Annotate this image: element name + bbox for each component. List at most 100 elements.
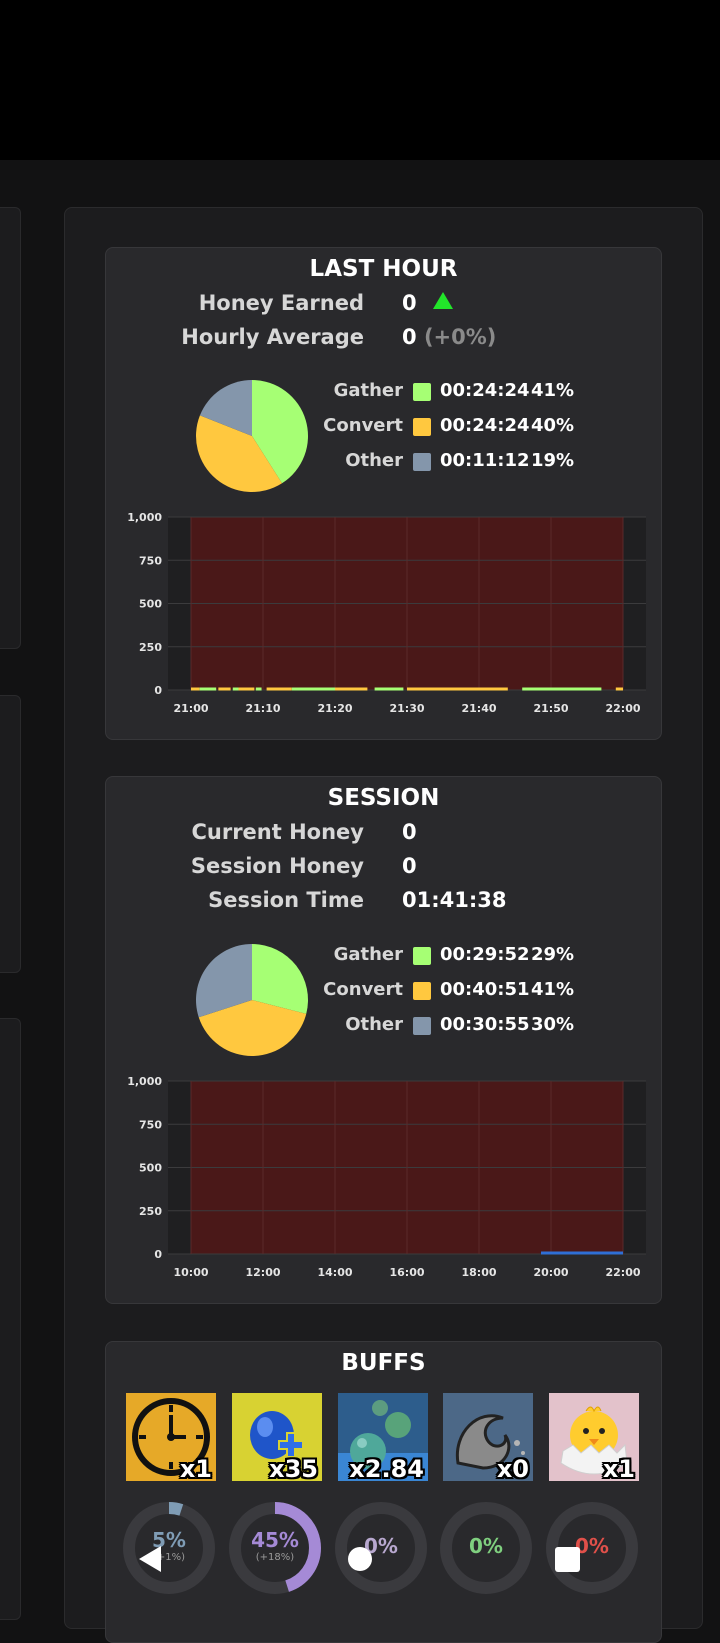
pie-slice-convert [196, 415, 283, 492]
buff-percent-ring: 5% (+1%) [121, 1500, 217, 1596]
session-panel: SESSION Current Honey 0 Session Honey 0 … [105, 776, 662, 1304]
buff-multiplier: x35 [269, 1455, 318, 1481]
chick-icon[interactable]: x1 [549, 1393, 639, 1481]
honey-earned-number: 0 [402, 291, 417, 315]
buff-percent-ring: 0% [438, 1500, 534, 1596]
legend-percent: 41% [531, 380, 575, 401]
buff-percent-ring: 0% [544, 1500, 640, 1596]
legend-percent: 19% [531, 450, 575, 471]
ring-percent: 0% [469, 1534, 503, 1558]
y-tick-label: 500 [139, 598, 162, 611]
legend-swatch [413, 1017, 431, 1035]
buff-percent-ring: 0% [333, 1500, 429, 1596]
honey-earned-value: 0 [402, 291, 453, 315]
legend-row-other: Other 00:11:12 19% [106, 450, 661, 476]
x-tick-label: 22:00 [605, 1266, 640, 1279]
ring-track [440, 1502, 532, 1594]
last-hour-panel: LAST HOUR Honey Earned 0 Hourly Average … [105, 247, 662, 740]
ring-percent: 45% [251, 1528, 299, 1552]
x-tick-label: 10:00 [173, 1266, 208, 1279]
legend-time: 00:29:52 [440, 944, 530, 965]
buff-multiplier: x1 [179, 1455, 212, 1481]
legend-time: 00:24:24 [440, 415, 530, 436]
buff-multiplier: x2.84 [349, 1455, 424, 1481]
x-tick-label: 21:40 [461, 702, 496, 715]
y-tick-label: 500 [139, 1162, 162, 1175]
panel-title: LAST HOUR [309, 256, 458, 282]
legend-row-gather: Gather 00:24:24 41% [106, 380, 661, 406]
legend-time: 00:40:51 [440, 979, 530, 1000]
ring-change: (+18%) [255, 1552, 295, 1563]
hourly-average-number: 0 [402, 325, 417, 349]
legend-swatch [413, 982, 431, 1000]
legend-row-convert: Convert 00:24:24 40% [106, 415, 661, 441]
x-tick-label: 18:00 [461, 1266, 496, 1279]
legend-swatch [413, 947, 431, 965]
x-tick-label: 16:00 [389, 1266, 424, 1279]
x-tick-label: 21:50 [533, 702, 568, 715]
hourly-average-label: Hourly Average [181, 325, 364, 349]
honey-earned-label: Honey Earned [198, 291, 364, 315]
y-tick-label: 250 [139, 1205, 162, 1218]
x-tick-label: 22:00 [605, 702, 640, 715]
blue-boost-icon[interactable]: x35 [232, 1393, 322, 1481]
legend-label: Convert [323, 979, 403, 1000]
legend-percent: 41% [531, 979, 575, 1000]
legend-label: Gather [333, 944, 403, 965]
back-button[interactable] [136, 1544, 164, 1574]
x-tick-label: 14:00 [317, 1266, 352, 1279]
side-panel-2[interactable] [0, 695, 21, 973]
bubble-icon[interactable]: x2.84 [338, 1393, 428, 1481]
legend-time: 00:24:24 [440, 380, 530, 401]
side-panel-3[interactable] [0, 1018, 21, 1620]
session-honey-label: Session Honey [190, 854, 364, 878]
legend-label: Convert [323, 415, 403, 436]
x-tick-label: 20:00 [533, 1266, 568, 1279]
status-bar-area [0, 0, 720, 160]
buff-multiplier: x0 [496, 1455, 529, 1481]
session-time-value: 01:41:38 [402, 888, 507, 912]
pie-slice-convert [198, 1000, 307, 1056]
pie-slice-other [196, 944, 252, 1018]
ring-track [546, 1502, 638, 1594]
current-honey-value: 0 [402, 820, 417, 844]
x-tick-label: 21:20 [317, 702, 352, 715]
wave-icon[interactable]: x0 [443, 1393, 533, 1481]
legend-row-convert: Convert 00:40:51 41% [106, 979, 661, 1005]
panel-title: SESSION [327, 785, 440, 811]
pie-slice-gather [252, 380, 308, 484]
home-button[interactable] [347, 1546, 373, 1572]
session-honey-value: 0 [402, 854, 417, 878]
session-time-label: Session Time [208, 888, 364, 912]
legend-percent: 40% [531, 415, 575, 436]
pie-slice-other [199, 380, 252, 436]
current-honey-label: Current Honey [191, 820, 364, 844]
legend-row-other: Other 00:30:55 30% [106, 1014, 661, 1040]
legend-label: Other [345, 450, 403, 471]
y-tick-label: 1,000 [127, 1075, 162, 1088]
honey-chart: 0 250 500 750 1,000 10:00 12:00 14:00 16:00 18:00… [127, 1075, 646, 1279]
y-tick-label: 750 [139, 554, 162, 567]
x-tick-label: 21:30 [389, 702, 424, 715]
ring-track [335, 1502, 427, 1594]
clock-icon[interactable]: x1 [126, 1393, 216, 1481]
ring-fill [123, 1502, 215, 1594]
y-tick-label: 750 [139, 1118, 162, 1131]
side-panel-1[interactable] [0, 207, 21, 649]
ring-percent: 0% [575, 1534, 609, 1558]
legend-time: 00:30:55 [440, 1014, 530, 1035]
y-tick-label: 250 [139, 641, 162, 654]
honey-chart: 0 250 500 750 1,000 21:00 21:10 21:20 21:30 21:40… [127, 511, 646, 715]
time-breakdown-pie [196, 380, 308, 492]
recents-button[interactable] [554, 1546, 581, 1573]
legend-swatch [413, 418, 431, 436]
x-tick-label: 21:00 [173, 702, 208, 715]
legend-swatch [413, 383, 431, 401]
panel-title: BUFFS [341, 1350, 426, 1376]
y-tick-label: 0 [154, 684, 162, 697]
y-tick-label: 0 [154, 1248, 162, 1261]
x-tick-label: 21:10 [245, 702, 280, 715]
legend-label: Gather [333, 380, 403, 401]
buffs-panel: BUFFS x1 x35 [105, 1341, 662, 1643]
buff-multiplier: x1 [602, 1455, 635, 1481]
